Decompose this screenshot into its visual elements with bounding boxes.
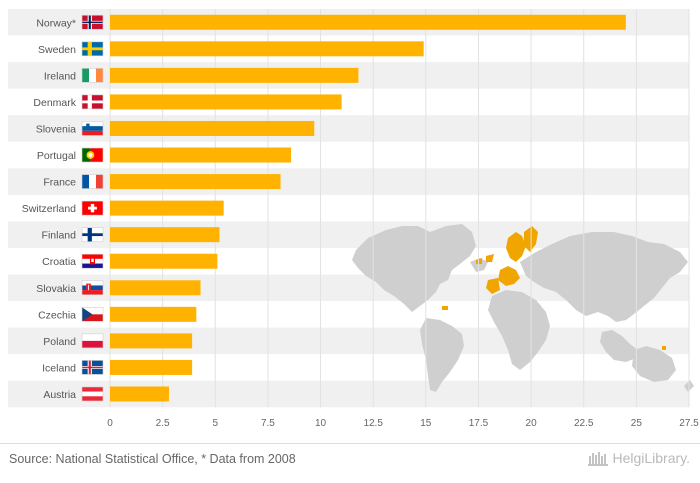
category-label: Norway* [36, 17, 76, 29]
category-label: Switzerland [22, 203, 76, 215]
x-tick-label: 10 [315, 418, 327, 429]
category-label: Denmark [33, 97, 76, 109]
bars [110, 14, 626, 402]
x-tick-label: 20 [526, 418, 538, 429]
czechia-flag-icon [81, 307, 104, 322]
slovakia-flag-icon [81, 280, 104, 296]
category-label: Slovenia [36, 123, 76, 135]
bar-switzerland [110, 200, 224, 216]
bar-finland [110, 227, 220, 243]
library-icon [588, 452, 609, 466]
flags [81, 14, 104, 402]
x-tick-label: 7.5 [261, 418, 275, 429]
category-label: Portugal [37, 150, 76, 162]
sweden-flag-icon [81, 41, 104, 57]
x-tick-label: 0 [107, 418, 113, 429]
france-flag-icon [81, 174, 104, 189]
austria-flag-icon [81, 386, 104, 402]
croatia-flag-icon [81, 253, 104, 269]
x-tick-label: 12.5 [363, 418, 383, 429]
brand-name: HelgiLibrary. [612, 450, 690, 466]
category-label: Iceland [42, 362, 76, 374]
switzerland-flag-icon [81, 200, 104, 216]
bar-portugal [110, 147, 292, 163]
category-label: Czechia [38, 309, 76, 321]
denmark-flag-icon [81, 94, 104, 110]
x-tick-label: 25 [631, 418, 643, 429]
category-label: France [43, 177, 76, 189]
bar-chart: Norway* Sweden Ireland Denmark Slovenia Portu… [8, 9, 699, 429]
x-tick-label: 15 [420, 418, 432, 429]
bar-slovakia [110, 280, 201, 296]
bar-czechia [110, 306, 197, 322]
x-tick-label: 2.5 [156, 418, 170, 429]
iceland-flag-icon [81, 360, 104, 375]
poland-flag-icon [81, 333, 104, 349]
x-axis-ticks: 0 2.5 5 7.5 10 12.5 15 17.5 20 22.5 25 27.5 [107, 418, 699, 429]
x-tick-label: 5 [212, 418, 218, 429]
bar-poland [110, 333, 193, 349]
bar-france [110, 174, 281, 190]
category-label: Croatia [42, 256, 76, 268]
bar-ireland [110, 67, 359, 83]
category-labels: Norway* Sweden Ireland Denmark Slovenia Portu… [22, 17, 77, 401]
world-map-icon [352, 224, 694, 392]
norway-flag-icon [81, 14, 104, 30]
bar-austria [110, 386, 169, 402]
category-label: Slovakia [36, 283, 76, 295]
category-label: Poland [43, 336, 76, 348]
bar-sweden [110, 41, 424, 57]
source-note: Source: National Statistical Office, * D… [9, 452, 296, 466]
category-label: Sweden [38, 44, 76, 56]
bar-iceland [110, 359, 193, 375]
category-label: Finland [42, 230, 77, 242]
category-label: Austria [43, 389, 76, 401]
slovenia-flag-icon [81, 121, 104, 136]
bar-slovenia [110, 120, 315, 136]
portugal-flag-icon [81, 147, 104, 163]
bar-norway [110, 14, 626, 30]
x-tick-label: 27.5 [679, 418, 699, 429]
finland-flag-icon [81, 227, 104, 242]
bar-denmark [110, 94, 342, 110]
category-label: Ireland [44, 70, 76, 82]
x-tick-label: 17.5 [469, 418, 489, 429]
footer-divider [0, 443, 700, 444]
brand-logo: HelgiLibrary. [588, 450, 690, 466]
ireland-flag-icon [81, 68, 104, 83]
bar-croatia [110, 253, 218, 269]
x-tick-label: 22.5 [574, 418, 594, 429]
